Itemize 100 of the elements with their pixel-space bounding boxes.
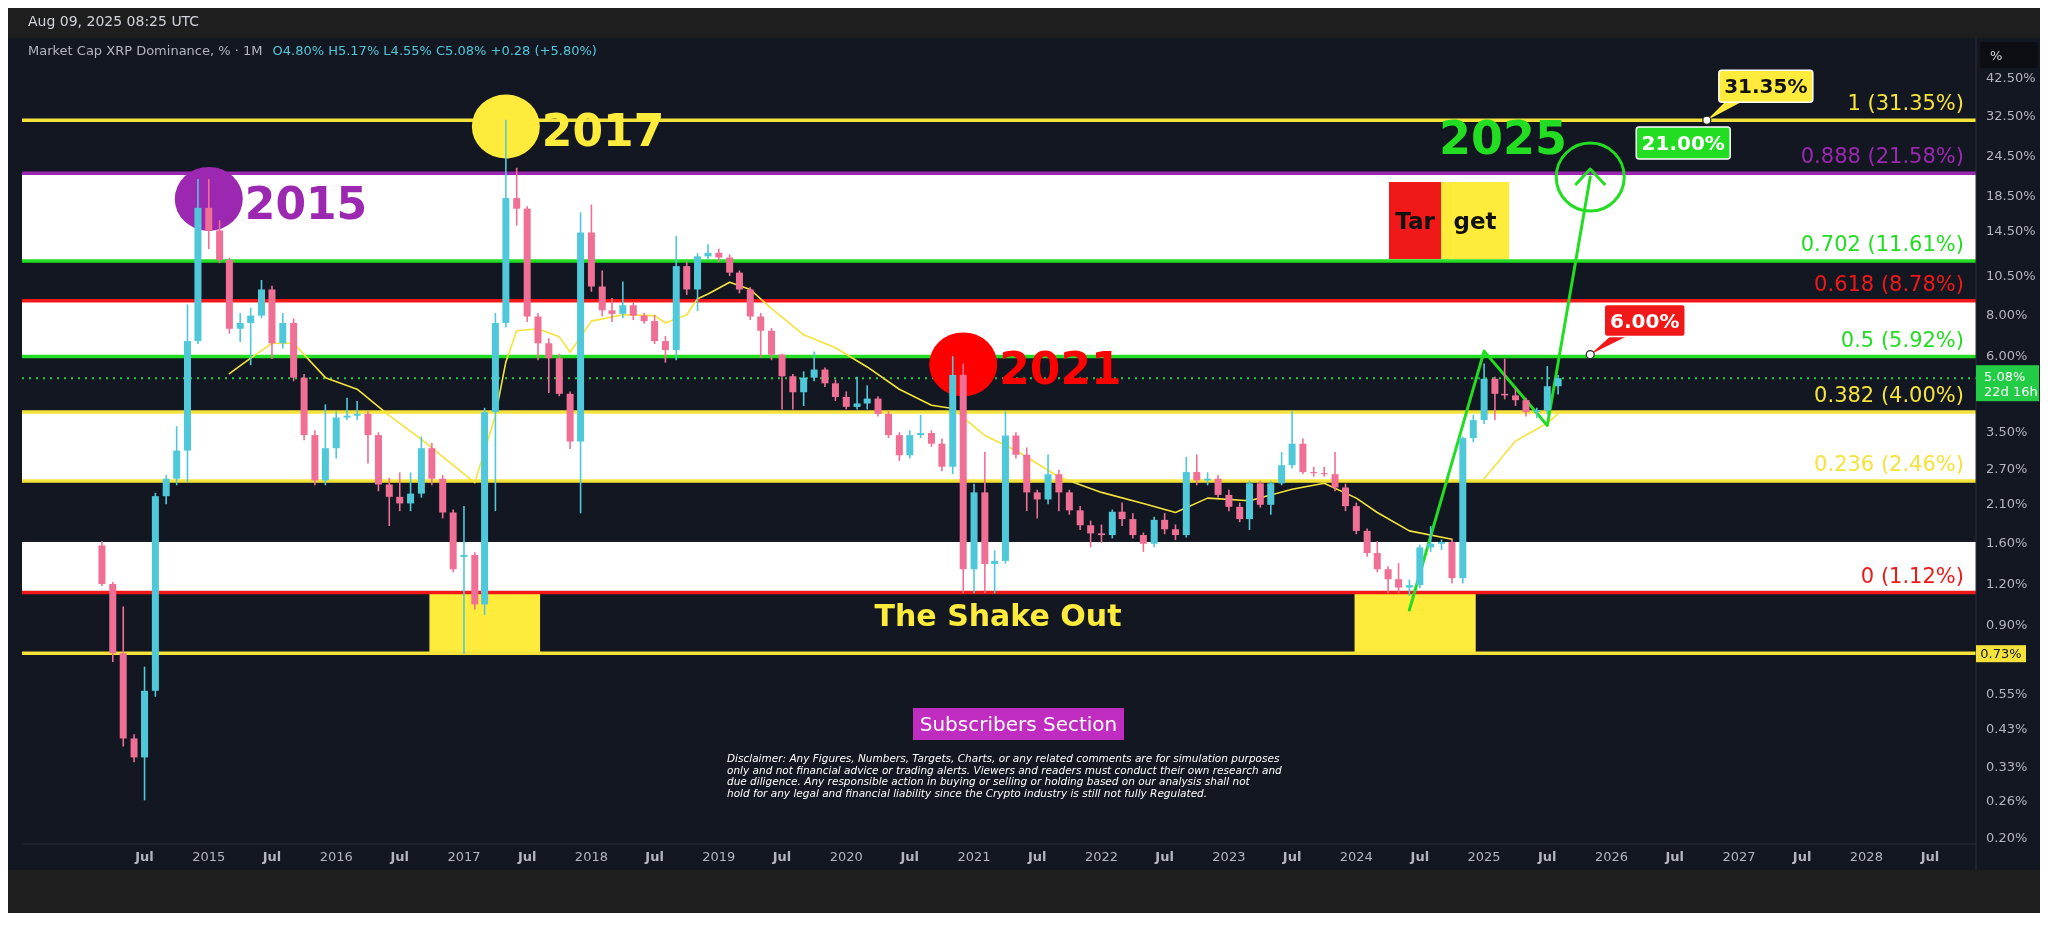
candlestick [651,314,659,345]
candlestick [396,472,404,512]
candlestick [1267,480,1275,515]
annotation: 2021 [999,343,1122,395]
x-tick-label: Jul [1154,849,1174,864]
candlestick [247,307,255,366]
candlestick [874,396,882,417]
x-tick-label: 2015 [192,849,226,864]
candlestick [1256,480,1264,508]
candlestick [1087,520,1095,548]
candlestick [778,353,786,410]
y-tick-label: 1.60% [1986,534,2028,550]
ref-line-label: 0.236 (2.46%) [1814,451,1964,476]
ref-line-label: 5.08% [1984,369,2026,385]
candlestick [1384,566,1392,594]
candlestick [1278,452,1286,486]
x-tick-label: Jul [771,849,792,864]
x-tick-label: Jul [899,849,920,864]
candlestick [1554,374,1562,395]
candlestick [407,472,415,512]
candlestick [1033,489,1041,519]
x-tick-label: Jul [1281,849,1302,864]
x-tick-label: 2017 [447,849,481,864]
y-tick-label: 0.55% [1986,686,2028,702]
x-tick-label: 2027 [1722,849,1756,864]
x-tick-label: Jul [1409,849,1430,864]
y-tick-label: 0.26% [1986,792,2028,808]
ref-line-label: 0.702 (11.61%) [1800,232,1964,257]
y-tick-label: 0.33% [1986,758,2028,774]
candlestick [1331,452,1339,492]
candlestick [895,432,903,461]
candlestick [353,401,361,421]
x-tick-label: 2018 [574,849,608,864]
y-tick-label: 2.70% [1986,460,2028,476]
x-tick-label: Jul [134,849,154,864]
candlestick [545,338,553,394]
x-tick-label: 2020 [829,849,863,864]
x-tick-label: Jul [1664,849,1684,864]
candlestick [460,506,468,654]
x-tick-label: 2023 [1212,849,1246,864]
y-tick-label: 10.50% [1986,268,2036,284]
candlestick [1161,513,1169,535]
candlestick [236,313,244,342]
candlestick [513,167,521,226]
candlestick [1342,483,1349,512]
x-tick-label: 2028 [1849,849,1883,864]
x-tick-label: 2025 [1467,849,1501,864]
candlestick [598,270,606,317]
annotation: get [1453,207,1497,234]
annotation: Tar [1395,207,1436,234]
candlestick [1395,563,1403,594]
candlestick [1225,489,1233,512]
x-tick-label: 2019 [702,849,736,864]
candlestick [1012,432,1020,459]
candlestick [1118,502,1126,527]
x-tick-label: 2026 [1594,849,1629,864]
candlestick [757,313,765,358]
candlestick [1055,469,1063,512]
chart-subtitle: O4.80% H5.17% L4.55% C5.08% +0.28 (+5.80%) [272,43,597,58]
candlestick [906,430,914,459]
y-tick-label: 18.50% [1986,188,2036,203]
y-tick-label: 0.90% [1986,616,2028,632]
candlestick [1491,376,1499,421]
annotation: 31.35% [1724,74,1808,99]
candlestick [885,411,893,439]
candlestick [991,550,999,594]
annotation: Subscribers Section [919,712,1118,736]
text: 22d 16h [1984,384,2038,400]
x-tick-label: 2021 [957,849,991,864]
candlestick [279,313,287,349]
candlestick [1150,516,1158,548]
candlestick [853,376,861,410]
y-tick-label: 3.50% [1986,424,2028,440]
x-tick-label: 2022 [1084,849,1119,864]
y-tick-label: 32.50% [1986,108,2036,124]
x-tick-label: Jul [1919,849,1940,864]
candlestick [1108,509,1116,539]
candlestick [1214,475,1222,498]
candlestick [768,327,776,361]
candlestick [661,336,669,363]
candlestick [1533,407,1541,419]
candlestick [938,438,946,472]
annotation: 6.00% [1610,308,1680,333]
candlestick [1076,506,1084,531]
candlestick [1193,454,1201,486]
text: Aug 09, 2025 08:25 UTC [28,13,200,29]
candlestick [343,397,351,421]
ref-line-label: 0 (1.12%) [1860,563,1964,588]
ref-line-label: 0.618 (8.78%) [1814,271,1964,296]
candlestick [683,261,691,295]
ref-line-label: 0.382 (4.00%) [1814,383,1964,408]
x-tick-label: Jul [1791,849,1812,864]
y-tick-label: 42.50% [1986,70,2036,86]
x-tick-label: Jul [389,849,410,864]
x-tick-label: 2016 [319,849,353,864]
chart-title: Market Cap XRP Dominance, % · 1M [28,43,263,58]
x-tick-label: Jul [261,849,282,864]
ref-line-label: 0.888 (21.58%) [1800,144,1964,169]
ref-line-label: 0.73% [1980,646,2022,662]
candlestick [1288,411,1296,469]
